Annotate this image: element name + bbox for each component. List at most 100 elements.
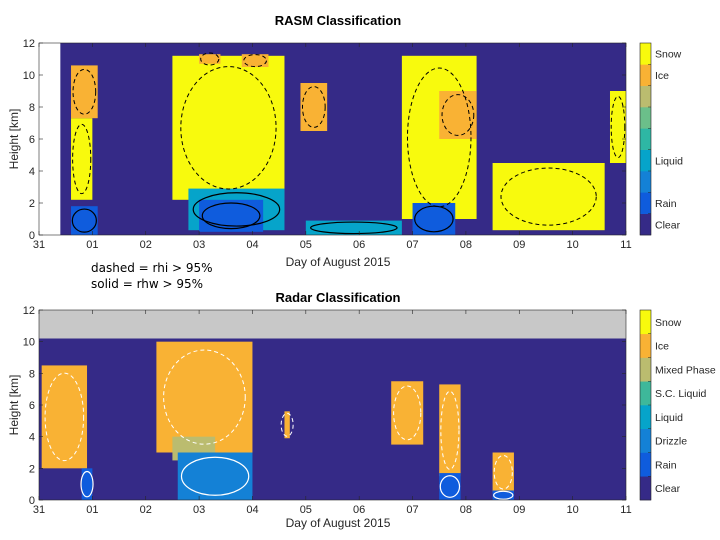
y-tick-label: 4 [29,166,35,178]
rhi-contour [280,412,294,437]
x-tick-label: 08 [460,239,472,251]
colorbar-label: Drizzle [655,436,687,448]
region-drizzle [177,452,253,500]
colorbar-label: Snow [655,49,682,61]
clear-background [39,310,626,500]
colorbar-swatch [640,405,651,430]
colorbar-label: Ice [655,341,669,353]
x-tick-label: 08 [460,504,472,516]
x-tick-label: 05 [300,504,312,516]
x-axis-label: Day of August 2015 [286,255,391,269]
colorbar-label: Clear [655,483,681,495]
x-tick-label: 10 [567,504,579,516]
y-tick-label: 6 [29,134,35,146]
rhw-contour [201,202,261,230]
region-ice [492,452,514,493]
rhw-contour [192,192,281,227]
region-rain [71,206,98,235]
rhi-contour [163,349,246,445]
colorbar-label: Snow [655,317,682,329]
colorbar-swatch [640,381,651,406]
region-snow [609,91,626,163]
plot-area [39,310,626,500]
rhi-contour [180,66,277,190]
rhw-contour [414,205,454,233]
region-ice [284,411,290,439]
region-rain [439,473,461,500]
region-rain [199,199,264,232]
rhi-contour [406,67,472,208]
x-tick-label: 11 [620,239,631,251]
colorbar-swatch [640,476,651,501]
annotation-solid: solid = rhw > 95% [91,277,203,291]
x-tick-label: 04 [246,504,258,516]
x-tick-label: 09 [513,504,525,516]
x-tick-label: 07 [406,239,418,251]
rhi-contour [200,52,220,66]
region-rain [492,490,514,500]
radar-chart: Radar Classification 31 01 02 03 04 05 06 07 08 0… [7,290,716,530]
rhi-contour [301,86,326,128]
colorbar-swatch [640,85,651,108]
region-ice [391,381,424,445]
y-tick-label: 2 [29,198,35,210]
y-tick-label: 2 [29,463,35,475]
colorbar-label: Liquid [655,412,683,424]
colorbar-swatch [640,310,651,335]
colorbar-swatch [640,452,651,477]
rhi-contour [493,454,513,490]
x-tick-label: 07 [406,504,418,516]
x-tick-label: 06 [353,504,365,516]
colorbar: Clear Rain Liquid Ice Snow [639,42,683,236]
region-rain [412,203,456,235]
rhi-contour [441,94,475,136]
rhi-contour [610,95,626,159]
no-data-band [39,310,626,339]
rhi-contour [72,123,92,195]
y-tick-label: 10 [23,337,35,349]
region-ice [439,384,461,477]
x-tick-label: 02 [140,239,152,251]
x-axis-label: Day of August 2015 [286,516,391,530]
colorbar-label: Liquid [655,155,683,167]
y-tick-label: 8 [29,368,35,380]
x-tick-label: 11 [620,504,631,516]
region-snow [71,118,93,200]
region-ice [156,341,253,453]
colorbar-label: Clear [655,219,681,231]
x-tick-label: 06 [353,239,365,251]
colorbar-label: Ice [655,70,669,82]
x-tick-label: 03 [193,239,205,251]
x-tick-label: 03 [193,504,205,516]
colorbar-swatch [640,107,651,129]
x-tick-label: 01 [86,239,98,251]
region-ice [241,54,269,67]
annotation-dashed: dashed = rhi > 95% [91,261,213,275]
rhi-contour [243,54,267,68]
colorbar-swatch [640,64,651,86]
rhi-contour [440,390,460,470]
colorbar-label: Rain [655,198,677,210]
colorbar: Clear Rain Drizzle Liquid S.C. Liquid Mixed P… [639,309,716,501]
y-axis-label: Height [km] [7,109,21,170]
colorbar-swatch [640,333,651,358]
y-tick-label: 12 [23,305,35,317]
region-snow [492,163,605,231]
chart-title: Radar Classification [276,290,401,305]
rhw-contour [493,490,514,500]
colorbar-frame [639,309,652,501]
colorbar-frame [639,42,652,236]
y-axis-label: Height [km] [7,375,21,436]
x-tick-label: 02 [140,504,152,516]
region-ice [71,65,98,119]
colorbar-swatch [640,43,651,65]
region-ice [300,83,328,131]
colorbar-label: Mixed Phase [655,364,716,376]
y-tick-label: 12 [23,38,35,50]
y-tick-label: 6 [29,400,35,412]
y-tick-label: 8 [29,102,35,114]
region-rain [81,468,93,500]
